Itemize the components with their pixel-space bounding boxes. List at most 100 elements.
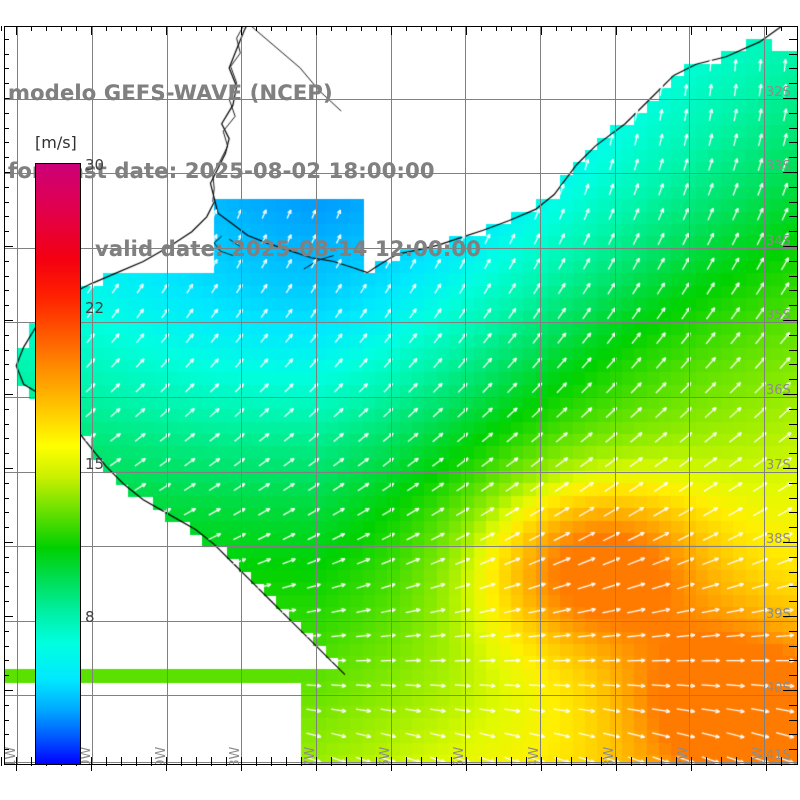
axis-minor-tick [4,424,9,425]
axis-minor-tick [789,424,798,425]
latitude-label: 38S [766,532,791,547]
axis-minor-tick [106,757,107,766]
axis-major-tick [316,26,317,35]
axis-minor-tick [451,26,452,31]
axis-minor-tick [789,276,798,277]
axis-minor-tick [4,350,9,351]
axis-minor-tick [1,26,2,31]
axis-minor-tick [376,26,377,31]
axis-minor-tick [706,757,707,766]
axis-minor-tick [571,26,572,31]
axis-minor-tick [361,26,362,31]
axis-minor-tick [789,142,798,143]
axis-minor-tick [511,757,512,766]
axis-minor-tick [789,157,798,158]
axis-minor-tick [271,757,272,766]
axis-minor-tick [789,498,798,499]
axis-minor-tick [789,231,798,232]
axis-minor-tick [4,83,9,84]
axis-minor-tick [789,660,798,661]
axis-minor-tick [789,527,798,528]
graticule-meridian [391,27,392,764]
axis-minor-tick [4,290,9,291]
axis-major-tick [783,690,798,691]
axis-minor-tick [789,202,798,203]
axis-major-tick [241,26,242,35]
axis-minor-tick [789,305,798,306]
axis-minor-tick [436,26,437,31]
axis-minor-tick [676,757,677,766]
graticule-meridian [316,27,317,764]
axis-minor-tick [301,757,302,766]
left-axis-ticks [4,26,13,765]
axis-minor-tick [789,601,798,602]
axis-minor-tick [789,586,798,587]
graticule-parallel [5,99,797,100]
axis-minor-tick [571,757,572,766]
axis-minor-tick [4,601,9,602]
axis-minor-tick [789,54,798,55]
latitude-label: 40S [766,681,791,696]
axis-minor-tick [256,26,257,31]
graticule-parallel [5,472,797,473]
graticule-parallel [5,248,797,249]
axis-minor-tick [789,350,798,351]
axis-minor-tick [789,453,798,454]
graticule-parallel [5,397,797,398]
axis-minor-tick [451,757,452,766]
axis-minor-tick [631,26,632,31]
graticule-meridian [689,27,690,764]
axis-minor-tick [4,498,9,499]
axis-minor-tick [4,187,9,188]
axis-minor-tick [4,364,9,365]
axis-major-tick [4,690,13,691]
axis-minor-tick [646,757,647,766]
axis-major-tick [691,757,692,771]
axis-minor-tick [136,26,137,31]
axis-minor-tick [4,39,9,40]
axis-minor-tick [4,379,9,380]
axis-minor-tick [789,128,798,129]
axis-major-tick [616,757,617,771]
map-plot-area[interactable]: 32S 33S 34S 35S 36S 37S 38S 39S 40S 41S 61W 60W 59W… [4,26,798,765]
axis-major-tick [4,468,13,469]
axis-major-tick [783,542,798,543]
axis-minor-tick [556,757,557,766]
axis-minor-tick [586,757,587,766]
axis-minor-tick [676,26,677,31]
axis-major-tick [16,26,17,35]
axis-minor-tick [4,216,9,217]
axis-minor-tick [789,646,798,647]
graticule-meridian [17,27,18,764]
axis-minor-tick [4,734,9,735]
axis-minor-tick [4,438,9,439]
axis-minor-tick [481,757,482,766]
axis-major-tick [766,26,767,35]
axis-minor-tick [789,409,798,410]
axis-minor-tick [4,276,9,277]
axis-major-tick [616,26,617,35]
colorbar-tick-label: 8 [85,608,95,626]
axis-minor-tick [601,26,602,31]
axis-minor-tick [4,512,9,513]
graticule-parallel [5,621,797,622]
axis-minor-tick [4,453,9,454]
axis-minor-tick [736,757,737,766]
axis-minor-tick [661,757,662,766]
axis-minor-tick [661,26,662,31]
axis-major-tick [4,394,13,395]
axis-minor-tick [196,26,197,31]
bottom-axis-ticks [1,757,798,772]
title-model-line: modelo GEFS-WAVE (NCEP) [8,81,333,105]
axis-minor-tick [789,379,798,380]
axis-minor-tick [106,26,107,31]
axis-minor-tick [789,675,798,676]
axis-minor-tick [4,572,9,573]
axis-minor-tick [4,202,9,203]
axis-minor-tick [4,409,9,410]
axis-minor-tick [4,749,9,750]
axis-minor-tick [136,757,137,766]
colorbar[interactable] [35,163,81,765]
axis-minor-tick [4,68,9,69]
axis-minor-tick [4,142,9,143]
